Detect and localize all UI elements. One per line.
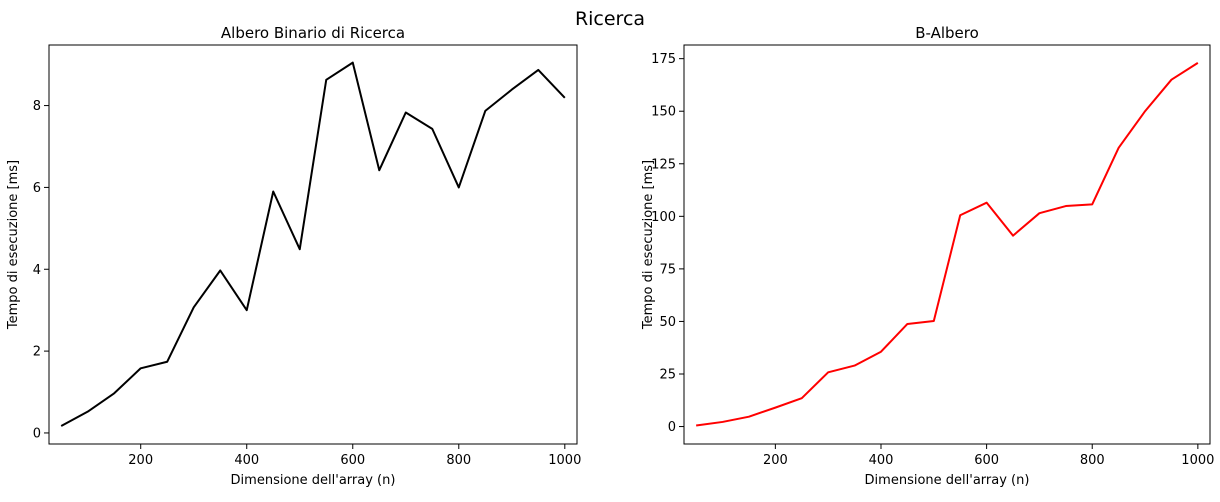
chart-title: B-Albero	[915, 24, 979, 42]
x-tick-label: 600	[340, 453, 365, 468]
x-tick-label: 400	[234, 453, 259, 468]
chart-b-albero: 200 400 600 800 1000 0 25 50 75 100 125 150 175 B-Alb…	[641, 24, 1214, 488]
y-tick-label: 4	[33, 263, 41, 278]
x-axis-label: Dimensione dell'array (n)	[865, 473, 1030, 488]
figure-title: Ricerca	[575, 8, 645, 30]
chart-title: Albero Binario di Ricerca	[221, 24, 405, 42]
y-tick-label: 50	[659, 315, 676, 330]
x-tick-label: 1000	[1181, 453, 1214, 468]
y-tick-label: 150	[651, 105, 676, 120]
y-tick-label: 125	[651, 157, 676, 172]
series-line	[696, 62, 1199, 427]
x-tick-label: 600	[974, 453, 999, 468]
x-tick-label: 400	[869, 453, 894, 468]
y-tick-label: 100	[651, 210, 676, 225]
y-axis-label: Tempo di esecuzione [ms]	[641, 160, 656, 330]
x-tick-label: 800	[1080, 453, 1105, 468]
x-tick-label: 1000	[548, 453, 581, 468]
axes-frame	[48, 44, 578, 445]
axes-frame	[683, 44, 1211, 445]
y-tick-label: 0	[33, 426, 41, 441]
chart-albero-binario: 200 400 600 800 1000 0 2 4 6 8 Albero Binario di R…	[6, 24, 581, 488]
y-tick-label: 2	[33, 345, 41, 360]
x-tick-label: 200	[763, 453, 788, 468]
y-tick-label: 8	[33, 99, 41, 114]
series-line	[60, 61, 566, 427]
x-tick-label: 800	[446, 453, 471, 468]
y-tick-label: 75	[659, 262, 676, 277]
y-tick-label: 6	[33, 181, 41, 196]
y-axis-label: Tempo di esecuzione [ms]	[6, 160, 21, 330]
x-axis-label: Dimensione dell'array (n)	[231, 473, 396, 488]
y-tick-label: 175	[651, 52, 676, 67]
y-tick-label: 25	[659, 367, 676, 382]
y-tick-label: 0	[668, 420, 676, 435]
x-tick-label: 200	[128, 453, 153, 468]
